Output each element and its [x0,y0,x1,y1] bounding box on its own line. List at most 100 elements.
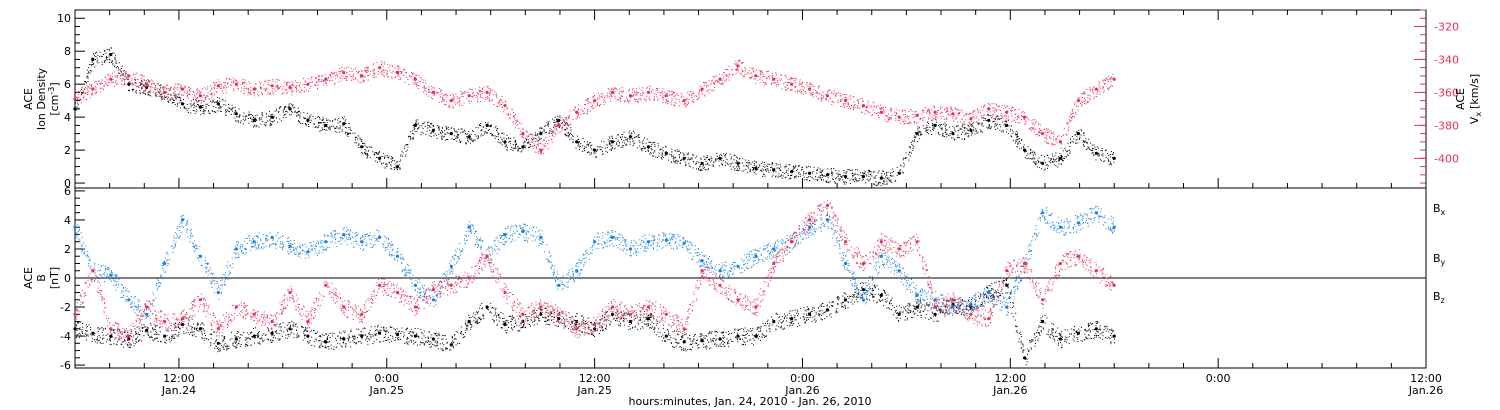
vx-sample [875,113,877,114]
vx-sample [813,86,815,87]
vx-sample [614,93,615,95]
density-sample [952,137,954,139]
vx-sample [221,87,222,89]
vx-sample [710,89,712,91]
density-sample [1017,143,1018,145]
vx-sample [414,78,416,80]
vx-sample [615,88,617,90]
density-sample [309,117,311,119]
density-sample [1108,154,1110,156]
vx-sample [139,85,141,87]
vx-sample [658,98,660,100]
density-sample [834,182,836,184]
density-sample [954,139,956,141]
vx-sample [489,94,490,96]
vx-sample [298,85,300,87]
density-sample [475,127,477,129]
density-sample [820,172,822,173]
vx-sample [531,141,533,143]
vx-sample [926,111,928,113]
density-sample [338,117,340,119]
vx-sample [165,86,167,88]
vx-sample [99,88,101,90]
vx-sample [928,118,930,120]
vx-sample [473,94,475,96]
density-sample [319,130,321,132]
vx-sample [99,83,101,85]
vx-sample [595,106,597,108]
density-sample [300,122,302,124]
vx-sample [119,75,121,77]
vx-sample [755,74,757,75]
density-sample [629,143,631,145]
density-point-23 [485,123,489,127]
density-sample [442,136,444,138]
vx-sample [448,106,450,108]
vx-sample [144,83,146,85]
density-sample [831,173,833,175]
vx-sample [812,96,814,98]
density-sample [108,54,110,56]
vx-sample [209,90,211,92]
density-sample [997,117,999,119]
vx-sample [907,122,909,124]
density-sample [489,125,491,126]
vx-sample [844,107,846,109]
vx-sample [422,79,424,81]
density-sample [157,83,159,85]
vx-sample [184,85,186,87]
density-sample [367,153,368,155]
vx-sample [818,93,820,95]
vx-sample [905,114,906,116]
vx-sample [422,87,424,89]
vx-sample [607,88,609,89]
vx-sample [285,83,287,85]
vx-sample [304,81,306,83]
vx-sample [815,90,816,92]
density-sample [1082,141,1084,143]
density-sample [212,111,214,112]
vx-point-41 [808,87,812,91]
density-sample [705,157,707,158]
density-sample [954,129,956,131]
vx-sample [120,72,122,74]
density-sample [962,131,964,133]
density-sample [1033,153,1035,155]
density-sample [852,175,854,176]
density-sample [255,126,257,128]
density-sample [700,158,702,160]
density-sample [290,114,292,116]
density-sample [263,124,265,126]
density-sample [611,135,613,137]
vx-sample [944,108,946,110]
density-sample [433,135,435,137]
vx-sample [778,78,780,80]
vx-sample [789,79,791,81]
density-sample [1087,148,1089,150]
density-sample [851,169,853,171]
vx-sample [895,119,897,121]
vx-sample [351,70,353,72]
vx-sample [166,91,168,93]
vx-sample [575,112,577,114]
density-sample [578,141,580,143]
density-sample [811,177,813,179]
density-sample [457,134,459,136]
density-sample [1024,151,1026,153]
density-sample [147,94,149,95]
vx-sample [380,60,382,62]
density-sample [433,125,435,127]
vx-sample [735,73,737,74]
vx-sample [922,120,924,122]
vx-sample [322,75,323,77]
vx-sample [800,92,802,94]
vx-sample [428,88,430,90]
density-sample [918,130,920,132]
density-sample [392,160,394,161]
density-sample [187,110,189,112]
density-sample [427,122,428,124]
density-sample [151,83,153,85]
density-sample [772,174,774,176]
vx-sample [315,77,317,79]
vx-sample [78,99,80,101]
